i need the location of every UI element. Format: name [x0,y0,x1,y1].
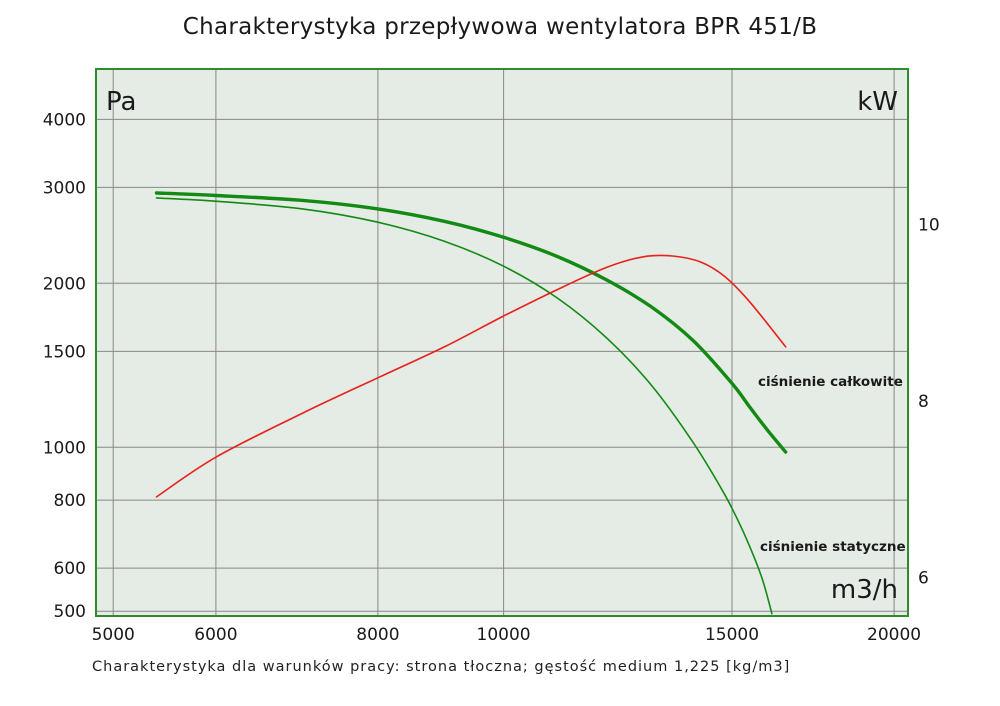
x-tick-label-1: 6000 [194,625,237,645]
plot-frame [95,68,909,617]
tick-labels: 5000 6000 8000 10000 15000 20000 500 600 800 1000… [43,110,940,645]
plot-background [96,69,908,616]
series-power [155,254,787,498]
y-tick-label-3: 1000 [43,438,86,458]
y2-tick-label-2: 10 [918,215,940,235]
y-tick-label-5: 2000 [43,274,86,294]
x-tick-label-3: 10000 [477,625,531,645]
y2-tick-label-0: 6 [918,568,929,588]
y-left-unit-label: Pa [106,87,136,117]
x-tick-label-0: 5000 [92,625,135,645]
y-tick-label-6: 3000 [43,178,86,198]
y-tick-label-4: 1500 [43,342,86,362]
y-tick-label-7: 4000 [43,110,86,130]
grid-lines [96,69,908,616]
y-tick-label-1: 600 [54,559,86,579]
x-tick-label-5: 20000 [867,625,921,645]
y2-tick-label-1: 8 [918,392,929,412]
chart-footer: Charakterystyka dla warunków pracy: stro… [92,659,791,675]
static-pressure-label: ciśnienie statyczne [760,539,906,555]
series-lines [154,191,788,615]
total-pressure-label: ciśnienie całkowite [758,374,903,390]
y-tick-label-2: 800 [54,491,86,511]
y-tick-label-0: 500 [54,602,86,622]
y-right-unit-label: kW [857,87,898,117]
series-total-pressure [154,191,788,454]
x-tick-label-2: 8000 [356,625,399,645]
series-static-pressure [155,197,773,615]
x-unit-label: m3/h [831,575,898,605]
chart-title: Charakterystyka przepływowa wentylatora … [182,14,818,40]
x-tick-label-4: 15000 [705,625,759,645]
